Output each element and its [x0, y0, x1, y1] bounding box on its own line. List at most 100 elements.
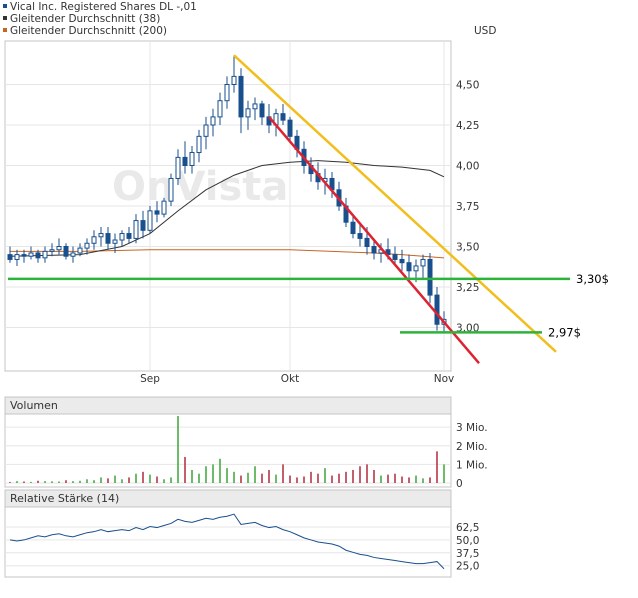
volume-axis: 3 Mio. 2 Mio. 1 Mio. 0 [456, 422, 488, 490]
rsi-tick-label: 62,5 [456, 522, 479, 534]
volume-panel-frame [4, 413, 452, 488]
price-tick-label: 4,50 [456, 80, 479, 92]
candle-body [105, 233, 111, 244]
time-tick-label: Nov [434, 373, 455, 385]
price-tick-label: 4,25 [456, 120, 479, 132]
legend-entry-ma200: Gleitender Durchschnitt (200) [10, 25, 167, 37]
price-axis: 4,504,254,003,753,503,253,00 [456, 80, 479, 335]
candle-body [7, 254, 13, 260]
candle-body [140, 220, 146, 231]
time-tick-label: Okt [281, 373, 299, 385]
candle-body [98, 233, 104, 238]
candle-body [350, 221, 356, 235]
candle-body [147, 210, 153, 231]
time-tick-label: Sep [140, 373, 160, 385]
watermark: OnVista [112, 164, 288, 210]
trendlines [233, 54, 557, 364]
price-tick-label: 4,00 [456, 161, 479, 173]
candle-body [119, 233, 125, 241]
candle-body [210, 116, 216, 126]
rsi-tick-label: 50,0 [456, 535, 479, 547]
volume-tick-label: 0 [456, 478, 463, 490]
candle-body [371, 246, 377, 254]
candle-body [217, 100, 223, 118]
candle-body [203, 124, 209, 137]
candle-body [434, 294, 440, 325]
candle-body [84, 242, 90, 249]
candle-body [175, 156, 181, 179]
price-tick-label: 3,25 [456, 282, 479, 294]
candle-body [245, 108, 251, 118]
legend-swatch-ma200 [3, 28, 7, 32]
candle-body [427, 258, 433, 296]
price-tick-label: 3,50 [456, 242, 479, 254]
rsi-panel-title: Relative Stärke (14) [10, 492, 119, 505]
legend: Vical Inc. Registered Shares DL -,01 Gle… [3, 1, 197, 37]
currency-label: USD [474, 25, 496, 37]
legend-entry-price: Vical Inc. Registered Shares DL -,01 [10, 1, 197, 13]
candle-body [357, 233, 363, 239]
time-axis: Sep Okt Nov [140, 373, 454, 385]
support-label: 3,30$ [576, 272, 609, 286]
candle-body [133, 220, 139, 239]
candle-body [287, 119, 293, 137]
rsi-axis: 62,550,037,525,0 [456, 522, 479, 573]
rsi-gridlines [5, 526, 451, 567]
candle-body [392, 254, 398, 260]
price-tick-label: 3,75 [456, 201, 479, 213]
volume-tick-label: 1 Mio. [456, 459, 488, 471]
candle-body [364, 237, 370, 247]
rsi-tick-label: 37,5 [456, 548, 479, 560]
candle-body [182, 156, 188, 166]
candle-body [35, 252, 41, 259]
rsi-polyline [9, 513, 445, 570]
candlesticks [7, 55, 447, 333]
candle-body [91, 236, 97, 244]
candle-body [14, 254, 20, 260]
candle-body [56, 246, 62, 251]
candle-body [49, 249, 55, 252]
rsi-panel-frame [4, 506, 452, 578]
candle-body [196, 135, 202, 154]
volume-bars [9, 416, 445, 483]
candle-body [238, 75, 244, 118]
trendline [268, 116, 480, 364]
candle-body [252, 103, 258, 110]
legend-swatch-ma38 [3, 16, 7, 20]
candle-body [224, 84, 230, 102]
candle-body [161, 200, 167, 215]
candle-body [70, 252, 76, 257]
candle-body [168, 177, 174, 202]
candle-body [112, 239, 118, 244]
ma38-line [9, 160, 445, 257]
rsi-tick-label: 25,0 [456, 561, 479, 573]
candle-body [420, 258, 426, 267]
support-levels: 3,30$ 2,97$ [8, 272, 609, 339]
moving-averages [9, 160, 445, 259]
volume-tick-label: 3 Mio. [456, 422, 488, 434]
candle-body [126, 233, 132, 239]
legend-swatch-price [3, 4, 7, 8]
volume-gridlines [5, 426, 451, 484]
legend-entry-ma38: Gleitender Durchschnitt (38) [10, 13, 160, 25]
candle-body [259, 103, 265, 118]
rsi-line [9, 513, 445, 570]
volume-panel-header [4, 396, 452, 415]
volume-panel-title: Volumen [10, 399, 58, 412]
trendline [233, 54, 557, 353]
candle-body [231, 75, 237, 86]
candle-body [280, 113, 286, 121]
candle-body [28, 252, 34, 257]
candle-body [154, 210, 160, 215]
candle-body [42, 250, 48, 259]
candle-body [399, 258, 405, 264]
support-label: 2,97$ [548, 325, 581, 339]
volume-tick-label: 2 Mio. [456, 441, 488, 453]
candle-body [63, 246, 69, 257]
candle-body [77, 247, 83, 254]
ma200-line [10, 249, 445, 259]
candle-body [189, 152, 195, 166]
candle-body [21, 254, 27, 257]
candle-body [406, 262, 412, 272]
